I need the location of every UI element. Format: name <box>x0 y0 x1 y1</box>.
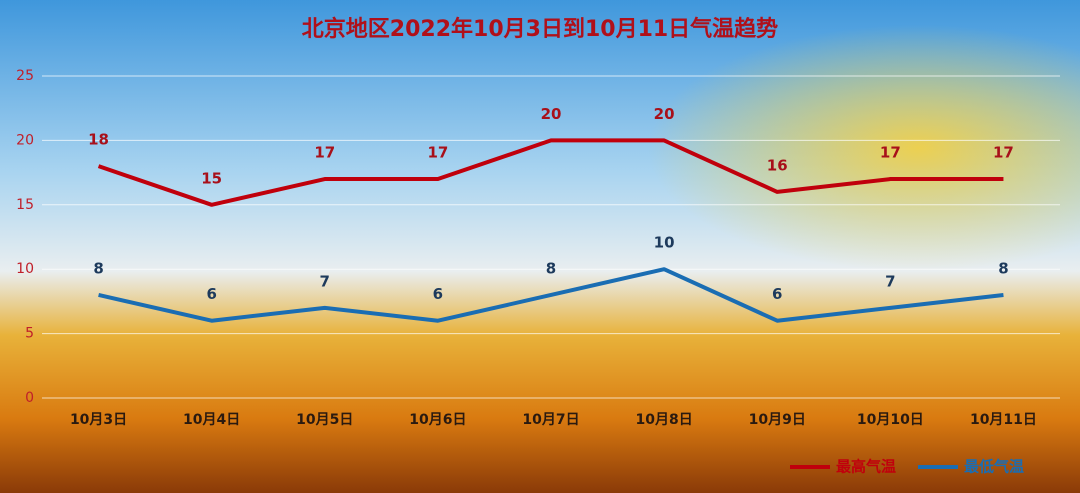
x-tick-label: 10月6日 <box>409 412 466 428</box>
data-label: 18 <box>88 131 109 149</box>
data-label: 17 <box>880 144 901 162</box>
x-tick-label: 10月5日 <box>296 412 353 428</box>
legend-label: 最高气温 <box>836 458 896 476</box>
x-tick-label: 10月8日 <box>635 412 692 428</box>
y-tick-label: 20 <box>16 132 34 148</box>
data-label: 6 <box>433 285 443 303</box>
data-label: 7 <box>885 272 895 290</box>
y-tick-label: 0 <box>25 390 34 406</box>
data-label: 10 <box>654 234 675 252</box>
data-label: 8 <box>546 259 556 277</box>
x-tick-label: 10月9日 <box>749 412 806 428</box>
x-tick-label: 10月10日 <box>857 412 924 428</box>
data-label: 15 <box>201 169 222 187</box>
data-label: 6 <box>206 285 216 303</box>
y-tick-label: 15 <box>16 197 34 213</box>
y-tick-label: 25 <box>16 68 34 84</box>
data-label: 8 <box>998 259 1008 277</box>
x-tick-label: 10月11日 <box>970 412 1037 428</box>
chart-title: 北京地区2022年10月3日到10月11日气温趋势 <box>302 16 778 42</box>
x-tick-label: 10月4日 <box>183 412 240 428</box>
data-label: 20 <box>654 105 675 123</box>
data-label: 17 <box>314 144 335 162</box>
data-label: 6 <box>772 285 782 303</box>
x-tick-label: 10月3日 <box>70 412 127 428</box>
data-label: 7 <box>320 272 330 290</box>
data-label: 20 <box>541 105 562 123</box>
y-tick-label: 10 <box>16 261 34 277</box>
data-label: 17 <box>427 144 448 162</box>
data-label: 16 <box>767 156 788 174</box>
y-tick-label: 5 <box>25 326 34 342</box>
series-line <box>98 267 1004 323</box>
data-label: 17 <box>993 144 1014 162</box>
data-label: 8 <box>93 259 103 277</box>
legend-label: 最低气温 <box>964 458 1024 476</box>
series-line <box>97 138 1004 207</box>
x-tick-label: 10月7日 <box>522 412 579 428</box>
